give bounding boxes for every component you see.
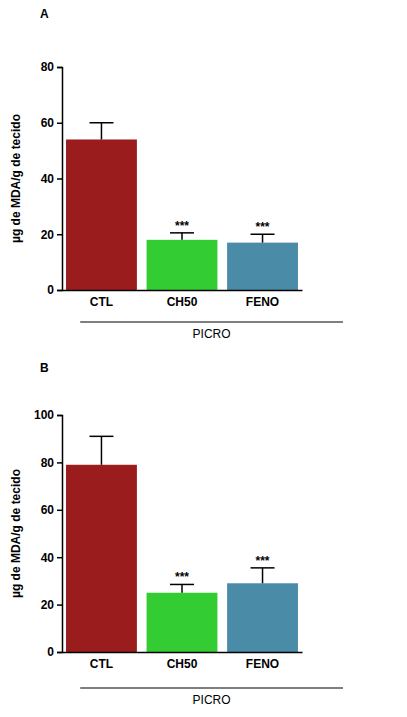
y-tick-mark (57, 234, 62, 236)
y-tick: 60 (41, 503, 62, 517)
y-tick-label: 80 (41, 456, 55, 470)
group-bracket (80, 321, 343, 322)
y-tick-mark (57, 652, 62, 654)
y-tick-mark (57, 462, 62, 464)
x-tick-label: CH50 (167, 657, 198, 671)
error-whisker (262, 234, 264, 242)
y-tick: 0 (47, 645, 62, 659)
panel-title: B (40, 361, 49, 375)
significance: *** (256, 220, 270, 234)
y-tick-mark (57, 290, 62, 292)
significance: *** (175, 570, 189, 584)
y-tick-label: 100 (34, 408, 54, 422)
y-tick-label: 40 (41, 172, 55, 186)
plot-area (66, 123, 298, 290)
x-tick-label: FENO (246, 295, 279, 309)
y-tick-label: 20 (41, 228, 55, 242)
chart-panel: B *** *** 0 20 40 60 80 100 CTL CH50 FENO µg de MDA/… (9, 361, 343, 707)
error-bar (170, 233, 194, 240)
y-tick: 40 (41, 172, 62, 186)
error-bar (251, 568, 275, 583)
y-tick: 80 (41, 456, 62, 470)
y-tick: 100 (34, 408, 62, 422)
figure: A *** *** 0 20 40 60 80 CTL CH50 FENO µg de MDA/g d… (0, 0, 407, 717)
chart-panel: A *** *** 0 20 40 60 80 CTL CH50 FENO µg de MDA/g d… (9, 7, 343, 341)
y-tick: 40 (41, 551, 62, 565)
y-tick: 20 (41, 598, 62, 612)
error-whisker (181, 233, 183, 240)
y-tick: 20 (41, 228, 62, 242)
bar (227, 243, 298, 290)
y-tick-mark (57, 67, 62, 69)
x-tick-label: CTL (90, 657, 113, 671)
y-axis-title: µg de MDA/g de tecido (9, 469, 23, 598)
x-axis-line (63, 652, 303, 654)
bar (147, 593, 218, 652)
x-tick: FENO (246, 652, 279, 671)
y-axis-line (57, 416, 63, 653)
x-axis-line (63, 290, 303, 292)
y-tick-label: 40 (41, 551, 55, 565)
x-tick-label: CH50 (167, 295, 198, 309)
error-whisker (101, 123, 103, 140)
y-tick-label: 80 (41, 60, 55, 74)
error-cap (89, 122, 113, 124)
y-tick-label: 0 (47, 645, 54, 659)
bar (66, 465, 137, 652)
group-label: PICRO (193, 693, 231, 707)
bar (147, 240, 218, 290)
error-bar (89, 436, 113, 464)
bar (66, 139, 137, 290)
significance: *** (256, 554, 270, 568)
x-axis: CTL CH50 FENO (63, 652, 303, 671)
y-tick: 0 (47, 283, 62, 297)
y-tick-label: 60 (41, 116, 55, 130)
y-axis: 0 20 40 60 80 100 (34, 408, 63, 659)
error-bar (170, 584, 194, 592)
error-whisker (262, 568, 264, 583)
x-tick: CH50 (167, 652, 198, 671)
y-axis-line (57, 68, 63, 291)
y-tick-mark (57, 604, 62, 606)
error-whisker (101, 436, 103, 464)
error-cap (89, 436, 113, 438)
y-tick: 60 (41, 116, 62, 130)
plot-area (66, 436, 298, 652)
y-tick-label: 60 (41, 503, 55, 517)
y-tick-mark (57, 415, 62, 417)
x-tick-label: CTL (90, 295, 113, 309)
y-tick-mark (57, 178, 62, 180)
x-axis: CTL CH50 FENO (63, 290, 303, 309)
y-tick-mark (57, 123, 62, 125)
panel-title: A (40, 7, 49, 21)
y-tick-label: 20 (41, 598, 55, 612)
y-tick-mark (57, 510, 62, 512)
error-bar (251, 234, 275, 242)
x-tick-label: FENO (246, 657, 279, 671)
y-axis: 0 20 40 60 80 (41, 60, 63, 297)
bar (227, 583, 298, 652)
x-tick: FENO (246, 290, 279, 309)
significance: *** (175, 219, 189, 233)
x-tick: CH50 (167, 290, 198, 309)
y-tick: 80 (41, 60, 62, 74)
y-tick-mark (57, 557, 62, 559)
x-tick: CTL (90, 290, 113, 309)
y-axis-title: µg de MDA/g de tecido (9, 114, 23, 243)
error-bar (89, 123, 113, 140)
group-bracket (80, 687, 343, 688)
y-tick-label: 0 (47, 283, 54, 297)
x-tick: CTL (90, 652, 113, 671)
error-whisker (181, 584, 183, 592)
group-label: PICRO (193, 327, 231, 341)
